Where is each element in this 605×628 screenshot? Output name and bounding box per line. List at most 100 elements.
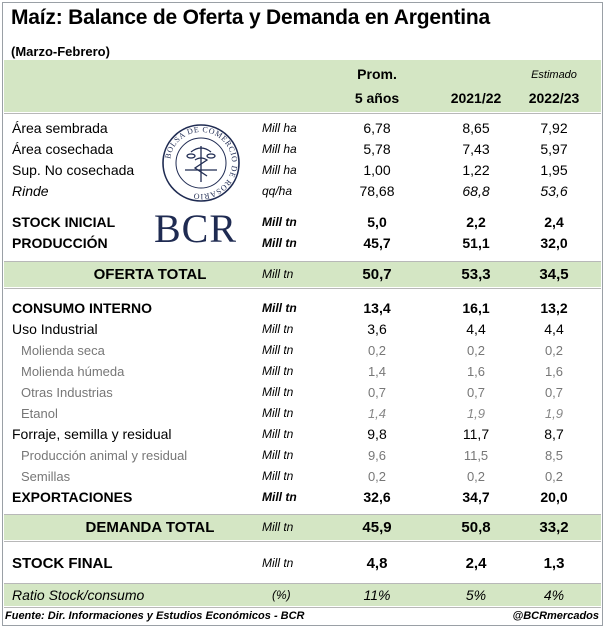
value-2022-23: 8,7 <box>544 426 564 442</box>
value-2021-22: 1,9 <box>466 406 486 421</box>
value-prom-5-anos: 13,4 <box>363 300 391 316</box>
value-2022-23: 2,4 <box>544 214 564 230</box>
table-row-etanol: Etanol Mill tn 1,4 1,9 1,9 <box>0 403 605 424</box>
table-row-molienda-seca: Molienda seca Mill tn 0,2 0,2 0,2 <box>0 340 605 361</box>
value-2021-22: 5% <box>465 587 487 603</box>
demanda-total-band <box>4 515 601 540</box>
row-unit: Mill tn <box>262 556 294 570</box>
ratio-band <box>4 584 601 606</box>
value-2022-23: 8,5 <box>544 448 564 463</box>
row-label: Otras Industrias <box>21 385 113 400</box>
row-unit: Mill tn <box>262 364 294 378</box>
value-2022-23: 1,6 <box>544 364 564 379</box>
row-unit: Mill ha <box>262 121 297 135</box>
value-2022-23: 7,92 <box>540 120 568 136</box>
page-title: Maíz: Balance de Oferta y Demanda en Arg… <box>11 6 490 29</box>
table-row-forraje-semilla-residual: Forraje, semilla y residual Mill tn 9,8 … <box>0 424 605 445</box>
row-unit: Mill tn <box>262 469 294 483</box>
row-unit: Mill tn <box>262 520 294 534</box>
row-label: PRODUCCIÓN <box>12 235 108 251</box>
separator <box>4 541 601 542</box>
page-subtitle: (Marzo-Febrero) <box>11 44 110 59</box>
row-label: Producción animal y residual <box>21 448 188 463</box>
value-prom-5-anos: 32,6 <box>363 489 391 505</box>
table-row-consumo-interno: CONSUMO INTERNO Mill tn 13,4 16,1 13,2 <box>0 298 605 319</box>
row-label: Sup. No cosechada <box>12 162 135 178</box>
value-2022-23: 0,7 <box>544 385 564 400</box>
bcr-seal-logo: BOLSA DE COMERCIO DE ROSARIO <box>155 122 247 209</box>
value-2021-22: 51,1 <box>462 235 490 251</box>
value-2021-22: 16,1 <box>462 300 490 316</box>
value-2022-23: 20,0 <box>540 489 568 505</box>
value-2021-22: 1,6 <box>466 364 486 379</box>
value-2022-23: 5,97 <box>540 141 568 157</box>
value-prom-5-anos: 5,78 <box>363 141 391 157</box>
table-row-rinde: Rinde qq/ha 78,68 68,8 53,6 <box>0 181 605 202</box>
value-2022-23: 1,95 <box>540 162 568 178</box>
row-unit: Mill tn <box>262 490 297 504</box>
row-unit: Mill tn <box>262 448 294 462</box>
value-prom-5-anos: 5,0 <box>367 214 387 230</box>
row-label: Ratio Stock/consumo <box>12 587 145 603</box>
table-row-stock-final: STOCK FINAL Mill tn 4,8 2,4 1,3 <box>0 553 605 574</box>
row-label: Rinde <box>12 183 49 199</box>
col3-header: 2022/23 <box>528 90 580 106</box>
col2-header: 2021/22 <box>450 90 502 106</box>
value-2022-23: 4,4 <box>544 321 564 337</box>
value-prom-5-anos: 9,6 <box>367 448 387 463</box>
separator <box>4 607 601 608</box>
row-label: Forraje, semilla y residual <box>12 426 172 442</box>
value-2021-22: 11,5 <box>463 448 489 463</box>
value-2021-22: 34,7 <box>462 489 490 505</box>
table-row-ratio-stock-consumo: Ratio Stock/consumo (%) 11% 5% 4% <box>0 585 605 606</box>
value-2021-22: 50,8 <box>461 519 491 536</box>
row-unit: Mill tn <box>262 215 297 229</box>
value-prom-5-anos: 45,9 <box>362 519 392 536</box>
value-prom-5-anos: 11% <box>363 587 391 603</box>
row-label: Área cosechada <box>12 141 114 157</box>
header-band <box>4 60 601 112</box>
col3-header-note: Estimado <box>531 69 577 81</box>
bcr-wordmark: BCR <box>154 206 238 251</box>
value-prom-5-anos: 1,4 <box>367 406 387 421</box>
table-row-area-sembrada: Área sembrada Mill ha 6,78 8,65 7,92 <box>0 118 605 139</box>
value-2021-22: 7,43 <box>462 141 490 157</box>
value-2022-23: 13,2 <box>540 300 568 316</box>
value-2021-22: 68,8 <box>462 183 490 199</box>
value-2021-22: 2,4 <box>465 555 487 572</box>
value-2022-23: 32,0 <box>540 235 568 251</box>
value-prom-5-anos: 0,2 <box>367 343 387 358</box>
table-row-oferta-total: OFERTA TOTAL Mill tn 50,7 53,3 34,5 <box>0 264 605 285</box>
table-row-stock-inicial: STOCK INICIAL Mill tn 5,0 2,2 2,4 <box>0 212 605 233</box>
table-row-demanda-total: DEMANDA TOTAL Mill tn 45,9 50,8 33,2 <box>0 517 605 538</box>
value-prom-5-anos: 1,00 <box>363 162 391 178</box>
table-row-produccion: PRODUCCIÓN Mill tn 45,7 51,1 32,0 <box>0 233 605 254</box>
table-row-area-cosechada: Área cosechada Mill ha 5,78 7,43 5,97 <box>0 139 605 160</box>
value-2021-22: 0,7 <box>466 385 486 400</box>
col1-header-line2: 5 años <box>354 90 400 106</box>
row-unit: Mill tn <box>262 301 297 315</box>
row-label: EXPORTACIONES <box>12 489 133 505</box>
footer-source: Fuente: Dir. Informaciones y Estudios Ec… <box>5 610 305 622</box>
row-label: Molienda húmeda <box>21 364 125 379</box>
row-unit: Mill tn <box>262 427 294 441</box>
row-label: OFERTA TOTAL <box>93 266 207 283</box>
separator <box>4 514 601 515</box>
col1-header-line1: Prom. <box>357 66 397 82</box>
table-row-sup-no-cosechada: Sup. No cosechada Mill ha 1,00 1,22 1,95 <box>0 160 605 181</box>
value-prom-5-anos: 3,6 <box>367 321 387 337</box>
value-prom-5-anos: 0,7 <box>367 385 387 400</box>
separator <box>4 113 601 114</box>
value-2022-23: 34,5 <box>539 266 569 283</box>
row-unit: Mill tn <box>262 385 294 399</box>
table-row-semillas: Semillas Mill tn 0,2 0,2 0,2 <box>0 466 605 487</box>
row-unit: Mill tn <box>262 406 294 420</box>
value-prom-5-anos: 0,2 <box>367 469 387 484</box>
row-label: CONSUMO INTERNO <box>12 300 152 316</box>
row-label: DEMANDA TOTAL <box>85 519 215 536</box>
table-row-uso-industrial: Uso Industrial Mill tn 3,6 4,4 4,4 <box>0 319 605 340</box>
row-unit: (%) <box>272 588 291 602</box>
value-prom-5-anos: 6,78 <box>363 120 391 136</box>
value-2021-22: 11,7 <box>462 426 490 442</box>
